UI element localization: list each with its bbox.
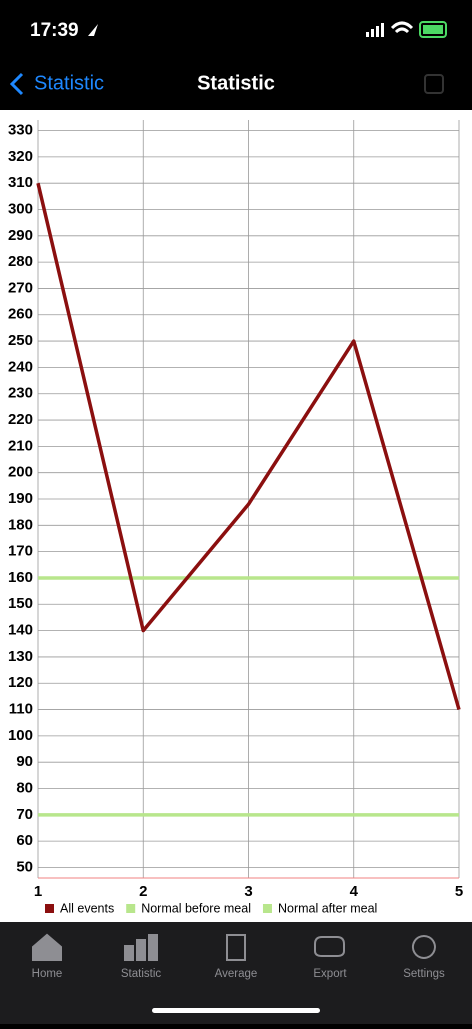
y-tick-label: 330 — [8, 121, 33, 138]
x-tick-label: 3 — [244, 883, 252, 900]
x-tick-label: 5 — [455, 883, 463, 900]
chart-bg — [0, 110, 472, 922]
y-tick-label: 210 — [8, 437, 33, 454]
tab-icon[interactable] — [314, 936, 345, 957]
y-tick-label: 140 — [8, 622, 33, 639]
screenshot-button[interactable] — [424, 74, 444, 94]
legend-swatch — [45, 904, 54, 913]
tab-label[interactable]: Average — [215, 968, 258, 980]
tab-icon[interactable] — [411, 935, 436, 959]
signal-icon — [366, 23, 384, 37]
y-tick-label: 70 — [16, 806, 33, 823]
y-tick-label: 160 — [8, 569, 33, 586]
x-tick-label: 2 — [139, 883, 147, 900]
y-tick-label: 310 — [8, 174, 33, 191]
y-tick-label: 150 — [8, 595, 33, 612]
tab-icon[interactable] — [32, 933, 62, 961]
y-tick-label: 120 — [8, 674, 33, 691]
tab-icon[interactable] — [124, 934, 158, 961]
location-icon — [88, 24, 98, 36]
tab-label[interactable]: Home — [32, 968, 63, 980]
y-tick-label: 270 — [8, 279, 33, 296]
header-bg — [0, 0, 472, 110]
tab-label[interactable]: Settings — [403, 968, 445, 980]
y-tick-label: 240 — [8, 358, 33, 375]
y-tick-label: 180 — [8, 516, 33, 533]
y-tick-label: 280 — [8, 253, 33, 270]
x-tick-label: 4 — [350, 883, 359, 900]
battery-level — [423, 25, 443, 34]
status-time: 17:39 — [30, 20, 79, 41]
y-tick-label: 130 — [8, 648, 33, 665]
y-tick-label: 190 — [8, 490, 33, 507]
legend-label: All events — [60, 901, 114, 915]
y-tick-label: 230 — [8, 385, 33, 402]
y-tick-label: 220 — [8, 411, 33, 428]
y-tick-label: 100 — [8, 727, 33, 744]
home-indicator — [152, 1008, 320, 1013]
y-tick-label: 200 — [8, 464, 33, 481]
y-tick-label: 50 — [16, 858, 33, 875]
y-tick-label: 250 — [8, 332, 33, 349]
back-button[interactable]: Statistic — [34, 72, 104, 94]
legend-swatch — [126, 904, 136, 913]
y-tick-label: 60 — [16, 832, 33, 849]
tab-icon[interactable] — [226, 934, 246, 961]
legend-label: Normal before meal — [141, 901, 251, 915]
back-chevron[interactable] — [9, 72, 24, 96]
y-tick-label: 110 — [9, 701, 33, 718]
tab-label[interactable]: Statistic — [121, 968, 162, 980]
battery-icon — [419, 21, 447, 38]
legend-label: Normal after meal — [278, 901, 377, 915]
y-tick-label: 260 — [8, 306, 33, 323]
x-tick-label: 1 — [34, 883, 42, 900]
nav-title: Statistic — [197, 72, 275, 94]
y-tick-label: 170 — [8, 543, 33, 560]
y-tick-label: 80 — [16, 779, 33, 796]
legend-swatch — [262, 904, 272, 913]
series-line — [36, 182, 461, 711]
y-tick-label: 320 — [8, 148, 33, 165]
tab-bar — [0, 922, 472, 1024]
y-tick-label: 300 — [8, 200, 33, 217]
y-tick-label: 90 — [16, 753, 33, 770]
tab-label[interactable]: Export — [313, 968, 347, 980]
wifi-icon — [390, 21, 414, 34]
y-tick-label: 290 — [8, 227, 33, 244]
